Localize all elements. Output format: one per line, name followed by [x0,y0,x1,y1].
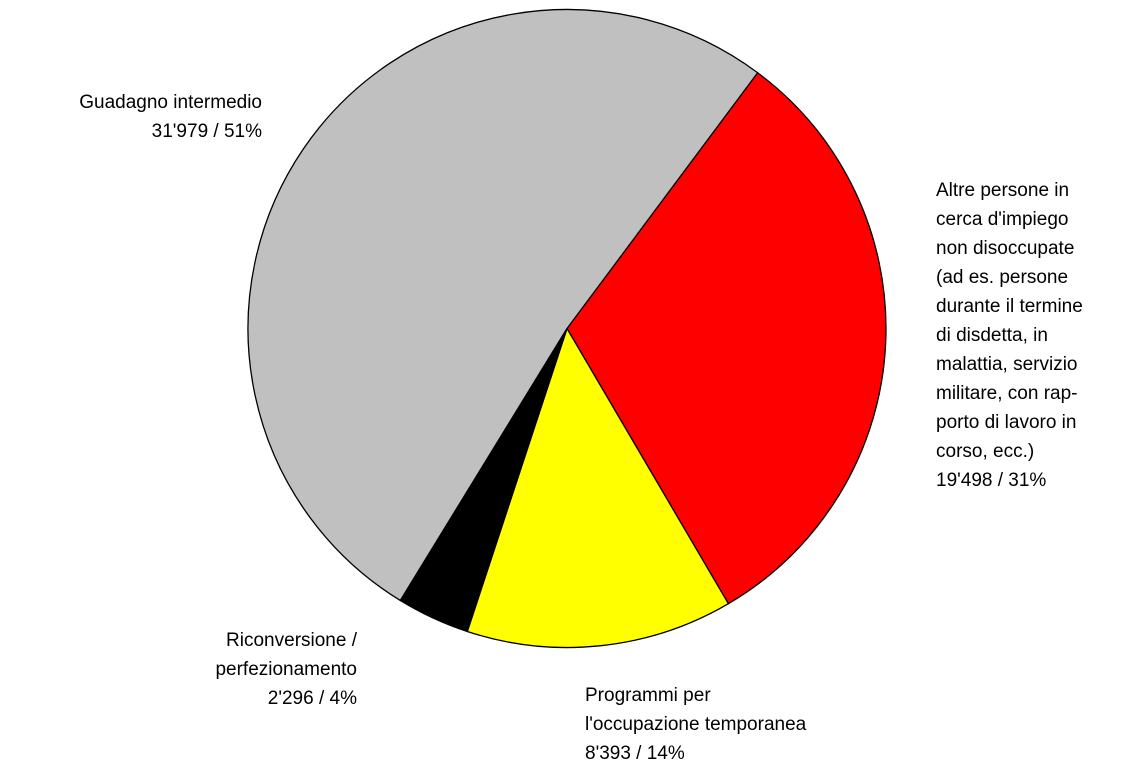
slice-label: Riconversione / [226,630,358,651]
slice-label: cerca d'impiego [936,209,1068,230]
slice-label: l'occupazione temporanea [585,714,807,735]
value-label: 8'393 / 14% [585,743,685,764]
slice-label: di disdetta, in [936,325,1048,346]
slice-label: corso, ecc.) [936,441,1034,462]
slice-label: porto di lavoro in [936,412,1076,433]
value-label: 2'296 / 4% [268,688,357,709]
pie-slice [466,326,730,649]
slice-label: Programmi per [585,685,711,706]
slice-label: malattia, servizio [936,354,1078,375]
value-label: 19'498 / 31% [936,470,1046,491]
slice-label: (ad es. persone [936,267,1068,288]
slice-label: non disoccupate [936,238,1074,259]
slice-label: Guadagno intermedio [79,92,262,113]
pie-slice [566,71,887,605]
slice-label: durante il termine [936,296,1083,317]
value-label: 31'979 / 51% [152,121,262,142]
slice-label: perfezionamento [215,659,357,680]
pie-slice [247,8,759,602]
slice-label: militare, con rap- [936,383,1078,404]
slice-label: Altre persone in [936,180,1069,201]
